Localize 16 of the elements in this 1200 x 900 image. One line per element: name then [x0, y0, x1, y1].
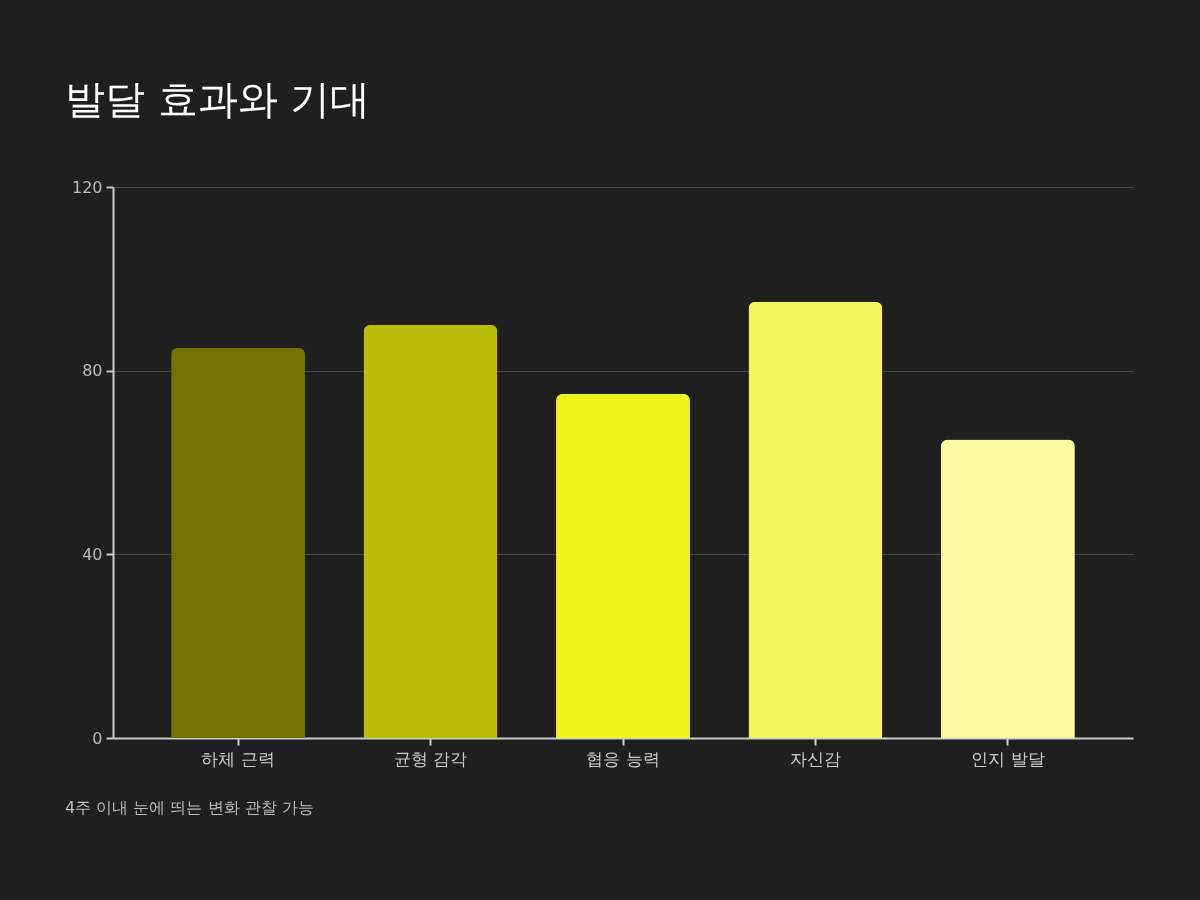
y-tick-label: 40 — [82, 544, 103, 564]
x-tick-label: 인지 발달 — [971, 748, 1045, 769]
x-tick-label: 자신감 — [789, 748, 841, 769]
y-tick-label: 80 — [82, 361, 103, 381]
bar — [171, 347, 306, 738]
bar — [363, 324, 498, 738]
chart-title: 발달 효과와 기대 — [65, 76, 371, 122]
bar — [940, 439, 1075, 738]
bar — [556, 393, 690, 738]
text: 4주 이내 눈에 띄는 변화 관찰 가능 — [65, 798, 314, 817]
x-tick-label: 하체 근력 — [201, 748, 275, 769]
x-tick-label: 균형 감각 — [393, 748, 468, 769]
bar — [748, 301, 883, 738]
y-tick-label: 120 — [71, 177, 103, 197]
x-tick-label: 협응 능력 — [586, 748, 660, 769]
y-tick-label: 0 — [92, 728, 103, 748]
